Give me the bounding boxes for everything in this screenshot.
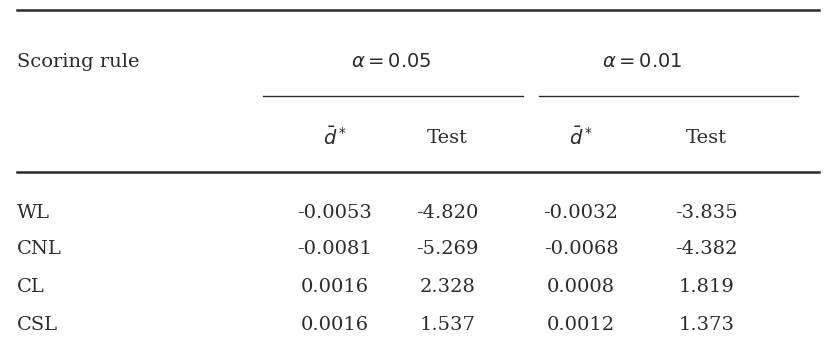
Text: 2.328: 2.328 — [420, 278, 475, 296]
Text: CSL: CSL — [17, 316, 58, 334]
Text: 0.0012: 0.0012 — [547, 316, 615, 334]
Text: CL: CL — [17, 278, 44, 296]
Text: Scoring rule: Scoring rule — [17, 53, 140, 71]
Text: $\alpha = 0.01$: $\alpha = 0.01$ — [602, 53, 682, 71]
Text: -4.382: -4.382 — [675, 240, 737, 258]
Text: $\bar{d}^*$: $\bar{d}^*$ — [323, 126, 346, 149]
Text: 0.0008: 0.0008 — [547, 278, 615, 296]
Text: -0.0053: -0.0053 — [297, 204, 372, 222]
Text: Test: Test — [426, 129, 468, 147]
Text: -3.835: -3.835 — [675, 204, 737, 222]
Text: 1.819: 1.819 — [679, 278, 734, 296]
Text: 0.0016: 0.0016 — [300, 278, 369, 296]
Text: -5.269: -5.269 — [416, 240, 478, 258]
Text: 0.0016: 0.0016 — [300, 316, 369, 334]
Text: 1.537: 1.537 — [420, 316, 475, 334]
Text: 1.373: 1.373 — [679, 316, 734, 334]
Text: $\bar{d}^*$: $\bar{d}^*$ — [569, 126, 593, 149]
Text: -4.820: -4.820 — [416, 204, 478, 222]
Text: WL: WL — [17, 204, 49, 222]
Text: -0.0081: -0.0081 — [297, 240, 372, 258]
Text: CNL: CNL — [17, 240, 62, 258]
Text: Test: Test — [686, 129, 727, 147]
Text: $\alpha = 0.05$: $\alpha = 0.05$ — [351, 53, 431, 71]
Text: -0.0032: -0.0032 — [543, 204, 619, 222]
Text: -0.0068: -0.0068 — [543, 240, 619, 258]
